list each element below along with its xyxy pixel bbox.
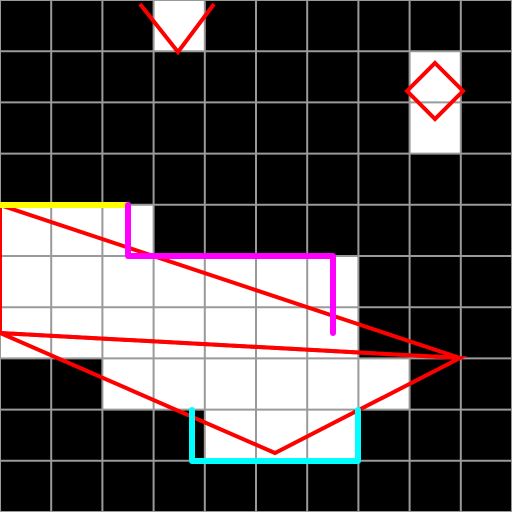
diagram-canvas <box>0 0 512 512</box>
